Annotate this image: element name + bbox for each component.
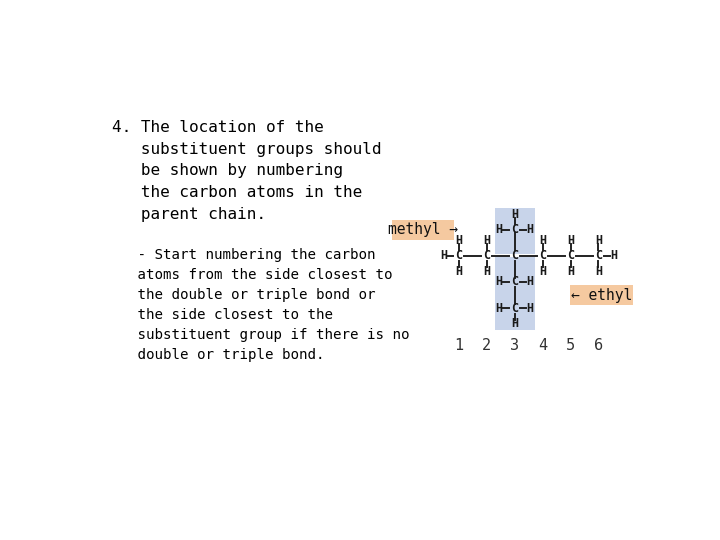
- Text: H: H: [483, 265, 490, 278]
- Text: H: H: [539, 234, 546, 247]
- Text: H: H: [595, 265, 602, 278]
- Text: C: C: [539, 249, 546, 262]
- Text: H: H: [495, 302, 503, 315]
- Text: 5: 5: [566, 338, 575, 353]
- Text: C: C: [483, 249, 490, 262]
- Text: C: C: [455, 249, 462, 262]
- Text: 1: 1: [454, 338, 464, 353]
- Text: - Start numbering the carbon
   atoms from the side closest to
   the double or : - Start numbering the carbon atoms from …: [112, 248, 409, 362]
- FancyBboxPatch shape: [495, 208, 535, 254]
- Text: H: H: [511, 317, 518, 330]
- FancyBboxPatch shape: [392, 220, 454, 240]
- Text: H: H: [567, 234, 574, 247]
- Text: C: C: [511, 275, 518, 288]
- Text: H: H: [511, 208, 518, 221]
- Text: 4: 4: [538, 338, 547, 353]
- Text: H: H: [495, 223, 503, 236]
- Text: H: H: [526, 223, 534, 236]
- Text: H: H: [455, 265, 462, 278]
- FancyBboxPatch shape: [570, 285, 634, 305]
- Text: ← ethyl: ← ethyl: [571, 287, 632, 302]
- Text: 3: 3: [510, 338, 519, 353]
- Text: H: H: [440, 249, 447, 262]
- Text: H: H: [495, 275, 503, 288]
- Text: C: C: [511, 249, 518, 262]
- Text: 2: 2: [482, 338, 491, 353]
- Text: H: H: [611, 249, 618, 262]
- Text: H: H: [526, 302, 534, 315]
- Text: C: C: [511, 302, 518, 315]
- Text: H: H: [539, 265, 546, 278]
- Text: H: H: [455, 234, 462, 247]
- Text: C: C: [595, 249, 602, 262]
- Text: H: H: [526, 275, 534, 288]
- Text: H: H: [483, 234, 490, 247]
- Text: C: C: [511, 223, 518, 236]
- Text: C: C: [567, 249, 574, 262]
- Text: H: H: [567, 265, 574, 278]
- Text: 6: 6: [594, 338, 603, 353]
- Text: H: H: [595, 234, 602, 247]
- FancyBboxPatch shape: [495, 257, 535, 330]
- Text: methyl →: methyl →: [388, 222, 458, 237]
- Text: 4. The location of the
   substituent groups should
   be shown by numbering
   : 4. The location of the substituent group…: [112, 120, 381, 221]
